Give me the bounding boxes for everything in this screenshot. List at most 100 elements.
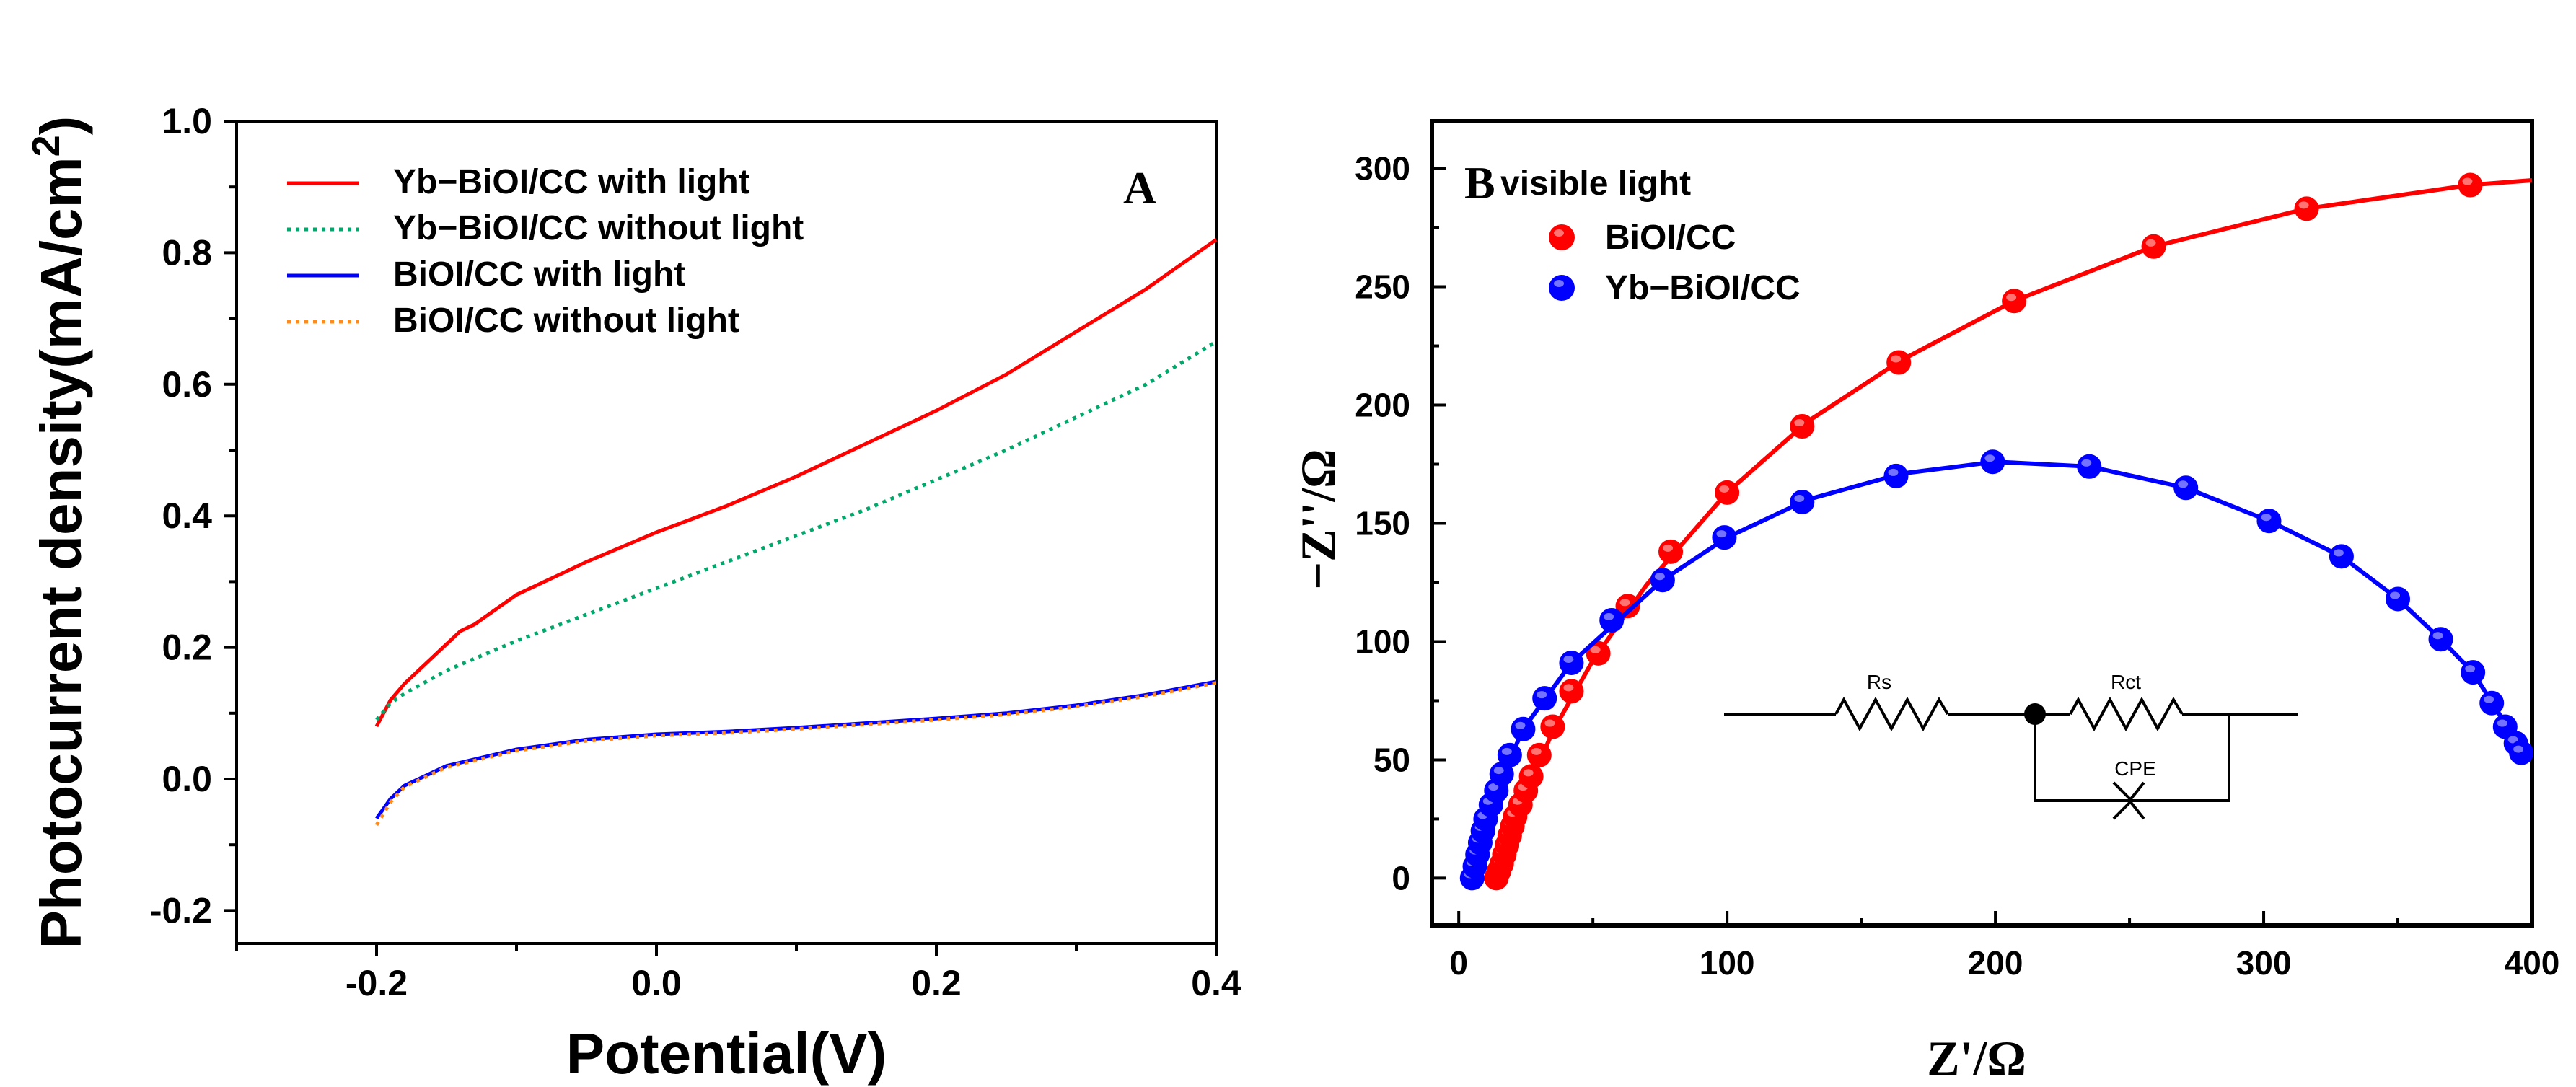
b-data-point — [1790, 489, 1815, 514]
b-y-tick-label: 250 — [1355, 268, 1410, 306]
panel-a: -0.2 0.0 0.2 0.4 -0.2 0.0 0.2 0.4 0.6 0.8 1.0 Yb−B… — [25, 101, 1241, 1086]
b-data-point — [2461, 660, 2486, 685]
b-data-point — [2256, 509, 2282, 534]
b-data-point — [1599, 607, 1625, 633]
b-data-point-highlight — [1891, 355, 1902, 363]
b-data-point-highlight — [2006, 294, 2017, 302]
b-data-point-highlight — [1719, 485, 1730, 493]
panel-b-subtitle: visible light — [1500, 164, 1691, 203]
b-data-point — [2329, 544, 2354, 569]
b-legend-marker-highlight — [1554, 229, 1564, 237]
b-data-point-highlight — [2507, 736, 2518, 744]
b-data-point — [2173, 475, 2199, 501]
b-data-point-highlight — [1537, 691, 1547, 699]
b-data-point — [1886, 350, 1912, 375]
b-data-point-highlight — [2261, 514, 2272, 522]
b-data-point — [2458, 172, 2483, 198]
b-legend-label-0: BiOI/CC — [1605, 219, 1736, 257]
b-data-point — [2479, 690, 2505, 716]
b-data-point — [1540, 714, 1565, 739]
a-legend-label-0: Yb−BiOI/CC with light — [393, 163, 750, 201]
a-legend-label-1: Yb−BiOI/CC without light — [393, 209, 804, 247]
b-data-point-highlight — [2333, 549, 2344, 557]
a-series-line-1 — [375, 340, 1218, 721]
panel-a-series — [374, 238, 1218, 827]
b-data-point-highlight — [2390, 591, 2401, 599]
b-data-point — [2002, 289, 2027, 314]
panel-a-x-axis-title: Potential(V) — [566, 1021, 887, 1086]
b-data-point-highlight — [1604, 612, 1614, 620]
panel-a-legend: Yb−BiOI/CC with light Yb−BiOI/CC without … — [287, 163, 804, 340]
b-data-point-highlight — [2081, 459, 2092, 467]
equivalent-circuit-diagram: Rs Rct CPE — [1724, 671, 2298, 820]
b-data-point-highlight — [1515, 721, 1526, 729]
panel-b-axes-frame — [1430, 119, 2534, 928]
panel-a-ticks: -0.2 0.0 0.2 0.4 -0.2 0.0 0.2 0.4 0.6 0.8 1.0 — [150, 101, 1241, 1003]
b-data-point-highlight — [1563, 655, 1574, 663]
a-legend-label-2: BiOI/CC with light — [393, 255, 685, 294]
b-data-point-highlight — [1493, 767, 1504, 775]
b-data-point-highlight — [2432, 632, 2443, 640]
b-data-point-highlight — [1488, 783, 1499, 791]
a-y-tick-label: -0.2 — [150, 890, 212, 930]
b-data-point — [2428, 627, 2453, 652]
b-data-point-highlight — [2178, 480, 2189, 488]
b-data-point-highlight — [2497, 719, 2507, 727]
b-data-point-highlight — [2465, 665, 2476, 673]
b-data-point — [1650, 568, 1675, 593]
b-data-point-highlight — [2298, 201, 2309, 209]
b-data-point — [1790, 414, 1815, 439]
panel-a-axes-frame — [235, 120, 1218, 945]
panel-b-x-axis-title: Z'/Ω — [1927, 1031, 2026, 1086]
a-series-line-3 — [374, 681, 1217, 827]
b-data-point-highlight — [1501, 747, 1512, 755]
b-data-point — [1497, 742, 1522, 767]
b-x-tick-label: 0 — [1449, 944, 1468, 982]
b-data-point — [2386, 586, 2411, 612]
a-series-line-0 — [374, 238, 1218, 728]
panel-b-y-axis-title: −Z''/Ω — [1291, 449, 1345, 589]
b-data-point-highlight — [1563, 684, 1574, 692]
b-x-tick-label: 100 — [1700, 944, 1755, 982]
b-data-point — [2509, 740, 2534, 765]
a-x-tick-label: 0.4 — [1191, 963, 1241, 1003]
a-x-tick-label: 0.0 — [631, 963, 682, 1003]
b-data-point — [1532, 686, 1557, 711]
b-data-point — [2077, 454, 2102, 479]
b-data-point — [1715, 480, 1740, 505]
b-legend-marker-1 — [1549, 275, 1575, 301]
b-data-point — [1526, 742, 1552, 767]
panel-b-label: B — [1464, 157, 1495, 208]
a-y-tick-label: 0.8 — [162, 232, 212, 273]
a-x-tick-label: 0.2 — [911, 963, 962, 1003]
b-y-tick-label: 200 — [1355, 387, 1410, 424]
b-data-point-highlight — [2462, 177, 2473, 185]
b-data-point-highlight — [1590, 646, 1601, 653]
b-y-tick-label: 50 — [1373, 741, 1410, 778]
b-fit-line-1 — [1467, 459, 2523, 884]
b-legend-label-1: Yb−BiOI/CC — [1605, 269, 1801, 307]
b-y-tick-label: 100 — [1355, 622, 1410, 660]
b-data-point — [1658, 539, 1684, 564]
b-y-tick-label: 0 — [1392, 859, 1410, 897]
a-y-tick-label: 0.4 — [162, 496, 212, 536]
panel-b-ticks: 0 100 200 300 400 0 50 100 150 200 250 300 — [1355, 150, 2559, 982]
b-data-point-highlight — [1663, 544, 1674, 552]
b-data-point — [1559, 679, 1584, 704]
b-data-point-highlight — [2145, 239, 2156, 247]
a-series-line-2 — [374, 679, 1217, 820]
a-y-tick-label: 1.0 — [162, 101, 212, 141]
panel-b-legend: BiOI/CC Yb−BiOI/CC — [1549, 219, 1801, 307]
b-y-tick-label: 300 — [1355, 150, 1410, 188]
b-data-point — [1712, 525, 1737, 550]
b-data-point-highlight — [1523, 769, 1534, 777]
b-data-point-highlight — [1531, 747, 1542, 755]
b-data-point — [2141, 234, 2166, 259]
panel-a-label: A — [1123, 162, 1156, 214]
panel-b: 0 100 200 300 400 0 50 100 150 200 250 300 Rs Rct C… — [1291, 119, 2559, 1086]
b-data-point-highlight — [1888, 468, 1899, 476]
b-data-point — [1559, 650, 1584, 675]
b-data-point — [1511, 716, 1536, 741]
b-data-point — [1518, 764, 1544, 789]
